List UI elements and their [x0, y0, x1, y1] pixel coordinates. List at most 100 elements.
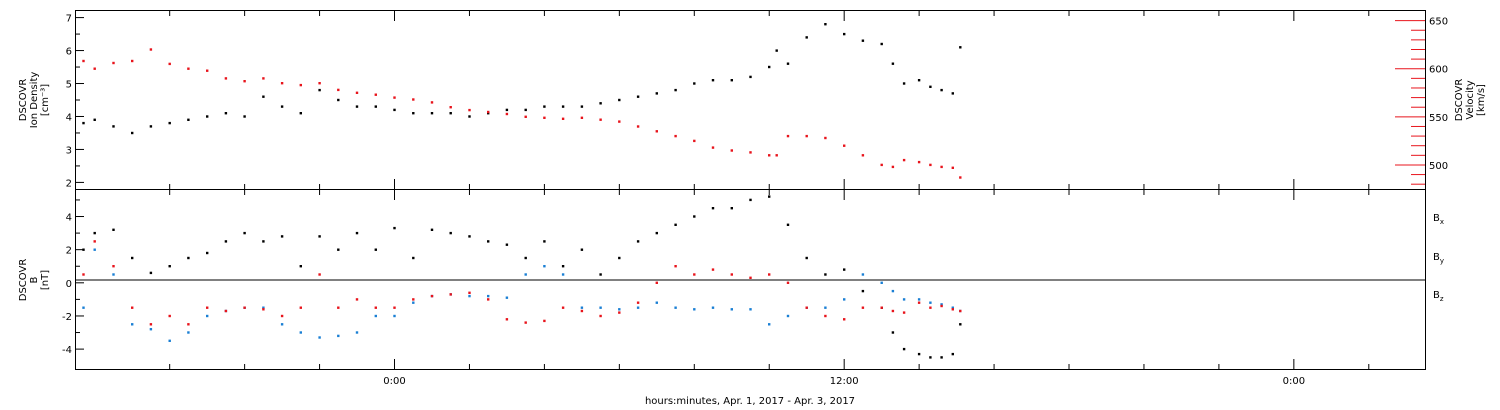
by-point [280, 323, 284, 326]
top-marks [82, 23, 962, 179]
bz-point [374, 306, 377, 309]
bx-point [636, 240, 640, 243]
bz-point [561, 306, 565, 309]
density-point [730, 79, 733, 82]
velocity-point [730, 149, 733, 152]
bz-point [824, 314, 827, 318]
bx-point [902, 347, 906, 351]
density-point [449, 112, 452, 115]
bz-point [82, 273, 85, 276]
bz-point [187, 323, 190, 326]
density-point [749, 75, 752, 79]
velocity-point [93, 67, 96, 70]
legend: Bx By Bz [1433, 213, 1444, 303]
bx-point [168, 265, 171, 268]
velocity-ytick-label: 550 [1429, 113, 1448, 124]
density-point [131, 131, 134, 135]
density-point [636, 95, 640, 98]
bx-point [487, 240, 490, 243]
bz-point [449, 293, 452, 296]
velocity-point [449, 106, 452, 109]
by-point [262, 306, 265, 309]
bx-point [449, 231, 452, 235]
by-point [768, 323, 771, 326]
velocity-point [280, 82, 284, 85]
bz-point [674, 265, 677, 268]
bz-point [337, 306, 340, 309]
x-tick-label: 0:00 [1283, 376, 1305, 387]
b-ytick-label: -2 [62, 312, 72, 323]
bx-point [786, 223, 790, 226]
x-axis-title: hours:minutes, Apr. 1, 2017 - Apr. 3, 20… [645, 396, 855, 407]
bz-point [224, 309, 228, 313]
by-point [940, 303, 943, 306]
velocity-point [674, 134, 677, 138]
bz-point [131, 306, 134, 309]
velocity-point [861, 154, 865, 157]
density-point [951, 92, 954, 95]
bx-point [112, 228, 115, 231]
density-point [693, 82, 696, 85]
by-point [149, 328, 153, 331]
density-point [599, 102, 602, 105]
b-ytick-label: 0 [66, 279, 72, 290]
b-ytick-label: 4 [66, 213, 72, 224]
bz-point [430, 294, 434, 298]
velocity-point [112, 61, 115, 65]
by-point [655, 301, 658, 304]
density-point [891, 62, 895, 65]
bz-point [693, 273, 696, 276]
bx-point [206, 251, 209, 255]
legend-by: By [1433, 252, 1444, 265]
bz-point [599, 314, 602, 318]
velocity-point [505, 112, 509, 116]
top-panel-frame [75, 10, 1426, 190]
b-ylabel-line-1: DSCOVR [18, 259, 29, 302]
bx-point [243, 231, 246, 235]
x-tick-label: 12:00 [830, 376, 859, 387]
density-point [206, 115, 209, 118]
density-ylabel-line-2: Ion Density [29, 72, 40, 129]
density-point [655, 92, 658, 95]
bx-point [262, 240, 265, 243]
bx-point [355, 231, 359, 235]
velocity-point [524, 115, 527, 118]
bx-point [412, 256, 415, 260]
b-ytick-label: -4 [62, 345, 72, 356]
bz-point [262, 308, 265, 311]
density-point [93, 118, 96, 121]
by-point [318, 336, 321, 339]
bz-point [487, 298, 490, 301]
bx-point [891, 331, 895, 334]
velocity-point [775, 154, 778, 157]
density-point [112, 125, 115, 128]
bx-point [393, 226, 396, 230]
density-point [786, 62, 790, 65]
density-point [561, 105, 565, 108]
velocity-point [891, 165, 895, 169]
velocity-point [902, 158, 906, 162]
density-ytick-label: 3 [66, 145, 72, 156]
velocity-point [412, 98, 415, 101]
velocity-point [843, 144, 846, 147]
velocity-point [959, 176, 962, 179]
density-ytick-label: 5 [66, 80, 72, 91]
by-point [824, 306, 827, 309]
bz-point [843, 318, 846, 321]
x-axis: 0:00 12:00 0:00 [169, 11, 1370, 387]
bx-point [599, 273, 602, 276]
bx-point [187, 256, 190, 260]
velocity-point [693, 139, 696, 143]
velocity-point [786, 134, 790, 138]
bz-point [959, 309, 962, 313]
bz-point [618, 311, 621, 314]
bz-point [318, 273, 321, 276]
density-point [959, 46, 962, 49]
density-point [768, 65, 771, 69]
velocity-ylabel-line-3: [km/s] [1476, 84, 1487, 116]
density-ytick-label: 6 [66, 47, 72, 58]
bz-point [112, 265, 115, 268]
bx-point [618, 256, 621, 260]
bz-point [93, 240, 96, 243]
velocity-point [82, 59, 85, 63]
